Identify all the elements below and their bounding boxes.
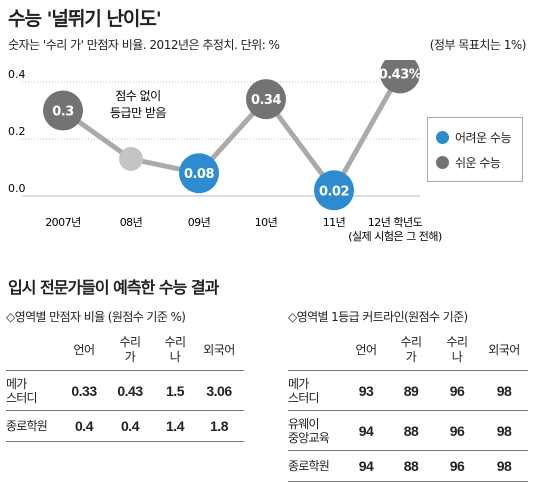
x-axis-labels: 2007년 08년 09년 10년 11년 12년 학년도 bbox=[45, 216, 423, 229]
column-header: 수리 가 bbox=[119, 335, 141, 364]
table-cell: 96 bbox=[434, 370, 480, 411]
row-header: 메가 스터디 bbox=[288, 370, 344, 411]
line-chart: 0.0 0.2 0.4 0.3 0.08 0.34 0.02 0.43% 2007년 08년 0… bbox=[8, 60, 442, 243]
data-point bbox=[314, 170, 354, 211]
data-label: 0.3 bbox=[52, 105, 74, 120]
chart-subtitle: 숫자는 '수리 가' 만점자 비율. 2012년은 추정치. 단위: % bbox=[8, 38, 280, 52]
legend-item-hard: 어려운 수능 bbox=[436, 129, 512, 146]
chart-title: 수능 '널뛰기 난이도' bbox=[8, 8, 162, 30]
table-cell: 1.8 bbox=[194, 410, 244, 442]
data-point bbox=[179, 153, 219, 194]
y-axis-labels: 0.0 0.2 0.4 bbox=[8, 68, 26, 195]
column-header: 수리 나 bbox=[446, 335, 468, 364]
table-cell: 88 bbox=[388, 450, 434, 482]
table-cell: 98 bbox=[480, 450, 528, 482]
data-point bbox=[246, 79, 286, 120]
x-tick-label: 12년 학년도 bbox=[368, 216, 423, 229]
table-cell: 98 bbox=[480, 370, 528, 411]
table-cell: 98 bbox=[480, 410, 528, 451]
data-label: 0.08 bbox=[184, 167, 215, 182]
row-header: 종로학원 bbox=[6, 410, 64, 442]
table-cell: 0.4 bbox=[64, 410, 104, 442]
legend-hard-label: 어려운 수능 bbox=[455, 131, 512, 145]
legend-easy-swatch bbox=[436, 156, 449, 169]
y-tick-label: 0.2 bbox=[8, 125, 26, 138]
table-cell: 0.4 bbox=[104, 410, 156, 442]
table2-caption: ◇영역별 1등급 커트라인(원점수 기준) bbox=[288, 310, 468, 324]
target-note: (정부 목표치는 1%) bbox=[429, 38, 527, 52]
table-cell: 0.33 bbox=[64, 370, 104, 411]
legend-hard-swatch bbox=[436, 131, 449, 144]
trend-line bbox=[61, 72, 403, 193]
table-row: 종로학원 94 88 96 98 bbox=[288, 450, 528, 482]
y-tick-label: 0.0 bbox=[8, 182, 26, 195]
data-label: 0.43% bbox=[379, 67, 422, 82]
x-tick-label: 08년 bbox=[120, 216, 143, 229]
chart-grid bbox=[22, 81, 420, 197]
table-row: 유웨이 중앙교육 94 88 96 98 bbox=[288, 410, 528, 451]
annotation-line: 등급만 받음 bbox=[110, 106, 166, 120]
table-cell: 96 bbox=[434, 450, 480, 482]
table-cell: 94 bbox=[344, 450, 388, 482]
data-points: 0.3 0.08 0.34 0.02 0.43% bbox=[43, 60, 422, 211]
table-cell: 94 bbox=[344, 410, 388, 451]
data-point bbox=[380, 60, 420, 94]
table-row: 메가 스터디 0.33 0.43 1.5 3.06 bbox=[6, 370, 244, 411]
x-tick-label: 09년 bbox=[188, 216, 211, 229]
column-header: 외국어 bbox=[488, 342, 520, 357]
data-point bbox=[43, 90, 83, 131]
header-corner bbox=[288, 330, 344, 371]
x-tick-label: 2007년 bbox=[45, 216, 81, 229]
y-tick-label: 0.4 bbox=[8, 68, 26, 81]
table-cell: 89 bbox=[388, 370, 434, 411]
row-header: 유웨이 중앙교육 bbox=[288, 410, 344, 451]
x-axis-sublabel: (실제 시험은 그 전해) bbox=[348, 229, 442, 243]
column-header: 외국어 bbox=[203, 342, 235, 357]
table-cell: 1.4 bbox=[156, 410, 194, 442]
x-tick-label: 10년 bbox=[255, 216, 278, 229]
column-header: 언어 bbox=[355, 342, 377, 357]
table-row: 메가 스터디 93 89 96 98 bbox=[288, 370, 528, 411]
table-cell: 0.43 bbox=[104, 370, 156, 411]
table1-header-row: 언어 수리 가 수리 나 외국어 bbox=[6, 330, 244, 371]
data-label: 0.02 bbox=[319, 184, 349, 199]
data-label: 0.34 bbox=[251, 93, 282, 108]
legend: 어려운 수능 쉬운 수능 bbox=[427, 117, 523, 182]
table1-caption: ◇영역별 만점자 비율 (원점수 기준 %) bbox=[6, 310, 186, 324]
legend-item-easy: 쉬운 수능 bbox=[436, 154, 501, 171]
legend-easy-label: 쉬운 수능 bbox=[455, 156, 501, 170]
x-tick-label: 11년 bbox=[323, 216, 346, 229]
table-row: 종로학원 0.4 0.4 1.4 1.8 bbox=[6, 410, 244, 442]
row-header: 종로학원 bbox=[288, 450, 344, 482]
section-title: 입시 전문가들이 예측한 수능 결과 bbox=[8, 278, 219, 297]
table-cell: 93 bbox=[344, 370, 388, 411]
table-cell: 1.5 bbox=[156, 370, 194, 411]
column-header: 수리 나 bbox=[164, 335, 186, 364]
grade-cutline-table: 언어 수리 가 수리 나 외국어 메가 스터디 93 89 96 98 유웨이 중앙교육 94 88 96 98… bbox=[288, 330, 528, 482]
table-cell: 3.06 bbox=[194, 370, 244, 411]
perfect-score-table: 언어 수리 가 수리 나 외국어 메가 스터디 0.33 0.43 1.5 3.06 종로학원 0.4 0… bbox=[6, 330, 244, 442]
row-header: 메가 스터디 bbox=[6, 370, 64, 411]
header-corner bbox=[6, 330, 64, 371]
annotation-line: 점수 없이 bbox=[115, 89, 160, 103]
table2-header-row: 언어 수리 가 수리 나 외국어 bbox=[288, 330, 528, 371]
table-cell: 96 bbox=[434, 410, 480, 451]
column-header: 언어 bbox=[73, 342, 95, 357]
table-cell: 88 bbox=[388, 410, 434, 451]
column-header: 수리 가 bbox=[400, 335, 422, 364]
data-point bbox=[119, 146, 143, 171]
